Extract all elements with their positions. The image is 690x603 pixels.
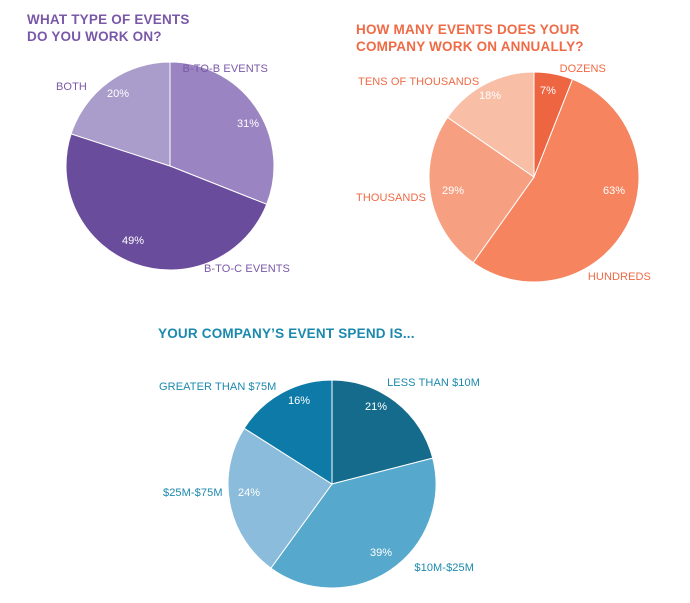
pie-2-category-label-4: TENS OF THOUSANDS (358, 76, 479, 88)
chart-1-title-line-1: WHAT TYPE OF EVENTS (27, 12, 190, 27)
pie-2-category-label-3: THOUSANDS (356, 192, 426, 204)
pie-chart-2: 7% 63% 29% 18% DOZENS HUNDREDS THOUSANDS TENS O… (356, 63, 651, 283)
pie-1-category-label-3: BOTH (56, 81, 87, 93)
pie-3-value-label-3: 24% (238, 487, 260, 499)
pie-2-value-label-3: 29% (442, 185, 464, 197)
pie-1-category-label-2: B-TO-C EVENTS (204, 263, 290, 275)
chart-2-title-line-1: HOW MANY EVENTS DOES YOUR (356, 22, 580, 37)
pie-2-slice-3 (428, 116, 535, 264)
pie-3-value-label-1: 21% (365, 401, 387, 413)
pie-3-value-label-4: 16% (288, 395, 310, 407)
pie-3-category-label-2: $10M-$25M (414, 562, 474, 574)
pie-2-category-label-1: DOZENS (560, 63, 606, 75)
pie-3-category-label-1: LESS THAN $10M (387, 377, 480, 389)
pie-1-category-label-1: B-TO-B EVENTS (183, 63, 268, 75)
pie-3-slice-3 (227, 427, 333, 569)
pie-3-slice-4 (243, 379, 333, 485)
pie-2-value-label-2: 63% (603, 185, 625, 197)
chart-3-title: YOUR COMPANY’S EVENT SPEND IS... (158, 325, 415, 342)
pie-2-value-label-1: 7% (540, 85, 556, 97)
pie-1-slice-1 (169, 61, 275, 205)
pie-1-value-label-3: 20% (107, 88, 129, 100)
pie-1-slice-2 (65, 133, 268, 271)
pie-3-category-label-3: $25M-$75M (163, 487, 223, 499)
pie-1-value-label-1: 31% (237, 118, 259, 130)
pie-2-category-label-2: HUNDREDS (588, 271, 651, 283)
pie-2-slice-2 (472, 78, 640, 283)
chart-2-title-line-2: COMPANY WORK ON ANNUALLY? (356, 39, 584, 54)
chart-3-title-line-1: YOUR COMPANY’S EVENT SPEND IS... (158, 326, 415, 341)
pie-3-slice-2 (270, 457, 437, 589)
pie-chart-3: 21% 39% 24% 16% LESS THAN $10M $10M-$25M $25M-… (159, 377, 480, 589)
pie-3-slice-1 (331, 379, 434, 485)
pie-3-category-label-4: GREATER THAN $75M (159, 381, 276, 393)
chart-1-title: WHAT TYPE OF EVENTS DO YOU WORK ON? (27, 11, 190, 45)
pie-1-value-label-2: 49% (122, 235, 144, 247)
pie-3-value-label-2: 39% (370, 547, 392, 559)
chart-2-title: HOW MANY EVENTS DOES YOUR COMPANY WORK O… (356, 21, 584, 55)
chart-1-title-line-2: DO YOU WORK ON? (27, 29, 162, 44)
pie-2-value-label-4: 18% (479, 90, 501, 102)
pie-chart-1: 31% 49% 20% B-TO-B EVENTS B-TO-C EVENTS BOTH (56, 61, 290, 275)
pie-1-slice-3 (70, 61, 171, 167)
pie-2-slice-4 (446, 71, 535, 178)
